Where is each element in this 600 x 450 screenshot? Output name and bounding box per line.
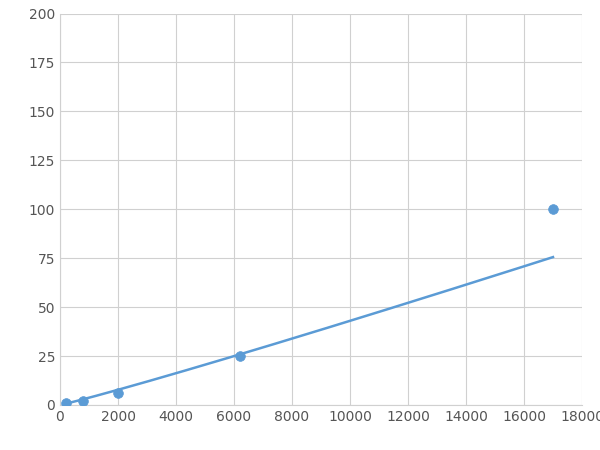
Point bbox=[79, 397, 88, 405]
Point bbox=[548, 206, 558, 213]
Point bbox=[61, 400, 71, 407]
Point bbox=[113, 390, 123, 397]
Point bbox=[235, 352, 245, 360]
